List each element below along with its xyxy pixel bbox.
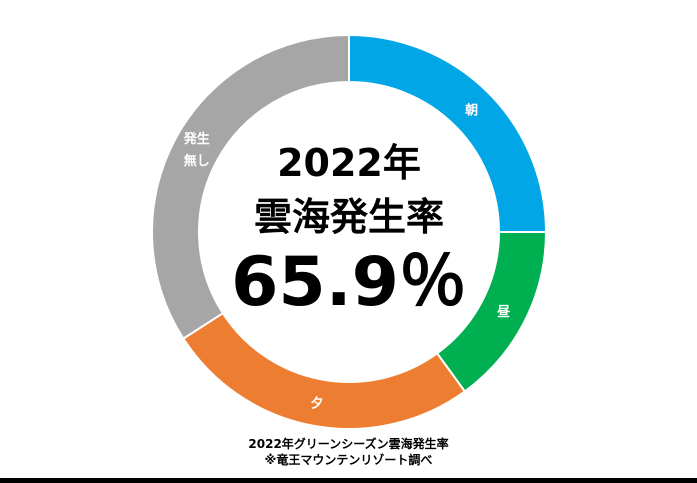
- center-rate-value: 65.9％: [231, 243, 467, 322]
- caption-title: 2022年グリーンシーズン雲海発生率: [248, 437, 449, 451]
- slice-label-noon: 昼: [497, 304, 510, 320]
- donut-slices: [151, 33, 548, 430]
- slice-label-evening: 夕: [311, 396, 324, 412]
- slice-label-none: 発生無し: [183, 131, 210, 169]
- slice-evening: [181, 311, 467, 430]
- center-title-label: 雲海発生率: [254, 195, 444, 239]
- bottom-border: [0, 478, 697, 483]
- center-year-label: 2022年: [277, 141, 421, 185]
- chart-caption: 2022年グリーンシーズン雲海発生率 ※竜王マウンテンリゾート調べ: [0, 436, 697, 468]
- slice-none: [151, 33, 350, 340]
- slice-labels: 朝昼夕 発生無し: [183, 102, 510, 411]
- slice-label-morning: 朝: [465, 102, 478, 118]
- caption-source-note: ※竜王マウンテンリゾート調べ: [264, 453, 433, 467]
